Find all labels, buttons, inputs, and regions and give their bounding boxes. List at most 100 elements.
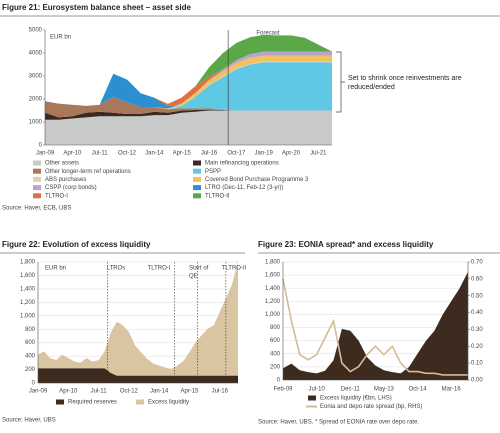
legend-label: Main refinancing operations	[205, 161, 279, 167]
x-tick-label: Jul-11	[92, 151, 109, 157]
annotation: TLTRO-I	[148, 266, 171, 272]
y-tick-label: 1,800	[265, 260, 281, 266]
y-tick-label: 600	[270, 338, 281, 344]
axis-frame	[282, 262, 469, 381]
annotation: Forecast	[256, 31, 280, 37]
x-tick-label: Mar-16	[442, 387, 462, 393]
y-tick-label: 1,200	[20, 300, 36, 306]
x-tick-label: Apr-20	[282, 151, 301, 157]
legend-label: Other longer-term ref operations	[45, 169, 131, 175]
legend-swatch	[56, 399, 64, 405]
x-tick-label: Feb-09	[273, 387, 293, 393]
annotation: EUR bn	[50, 35, 71, 41]
y2-tick-label: 0.10	[471, 361, 483, 367]
legend-swatch	[33, 193, 41, 199]
note: reduced/ended	[348, 84, 395, 91]
x-tick-label: Jan-14	[150, 389, 169, 395]
y-tick-label: 1,000	[20, 313, 36, 319]
y-tick-label: 600	[25, 340, 36, 346]
chart-title: Figure 21: Eurosystem balance sheet – as…	[2, 3, 192, 12]
y-tick-label: 1,000	[265, 312, 281, 318]
y-tick-label: 1,600	[265, 273, 281, 279]
x-tick-label: Jan-09	[36, 151, 55, 157]
x-tick-label: May-13	[374, 387, 395, 393]
y2-tick-label: 0.40	[471, 310, 483, 316]
area-series	[45, 96, 332, 118]
y-tick-label: 200	[270, 364, 281, 370]
x-tick-label: Apr-10	[59, 389, 78, 395]
y-tick-label: 0	[32, 381, 36, 387]
legend-label: Excess liquidity	[148, 400, 189, 406]
annotation: QE	[189, 274, 198, 280]
y-tick-label: 1,400	[265, 286, 281, 292]
annotation: EUR bn	[45, 266, 66, 272]
y-tick-label: 200	[25, 367, 36, 373]
legend-swatch	[33, 176, 41, 182]
legend-label: Eonia and depo rate spread (bp, RHS)	[320, 404, 422, 410]
legend-swatch	[193, 176, 201, 182]
y-tick-label: 0	[277, 378, 281, 384]
area-series	[45, 55, 332, 110]
legend-swatch	[33, 185, 41, 191]
y2-tick-label: 0.60	[471, 276, 483, 282]
y-tick-label: 2000	[29, 97, 43, 103]
y2-tick-label: 0.00	[471, 378, 483, 384]
y-tick-label: 800	[25, 327, 36, 333]
legend-swatch	[308, 395, 316, 401]
area-series	[45, 110, 332, 145]
source: Source: Haver, UBS. * Spread of EONIA ra…	[258, 420, 419, 426]
legend-label: PSPP	[205, 169, 221, 175]
x-tick-label: Oct-14	[409, 387, 428, 393]
chart-title: Figure 23: EONIA spread* and excess liqu…	[258, 240, 434, 249]
legend-label: Other assets	[45, 161, 79, 167]
y-tick-label: 1,800	[20, 260, 36, 266]
y2-tick-label: 0.50	[471, 293, 483, 299]
x-tick-label: Apr-15	[173, 151, 192, 157]
y-tick-label: 1,400	[20, 286, 36, 292]
axis-frame	[37, 262, 238, 384]
note: Set to shrink once reinvestments are	[348, 75, 462, 82]
legend-label: CSPP (corp bonds)	[45, 185, 97, 191]
y-tick-label: 1,200	[265, 299, 281, 305]
x-tick-label: Jul-16	[201, 151, 218, 157]
area-series	[45, 34, 332, 106]
legend-label: TLTRO-I	[45, 193, 68, 199]
area-series	[45, 109, 332, 120]
y-tick-label: 400	[270, 351, 281, 357]
legend-label: ABS purchases	[45, 177, 86, 183]
legend-label: LTRO (Dec-11, Feb-12 (3-yr))	[205, 185, 283, 191]
axis-frame	[44, 30, 332, 146]
area-series	[45, 62, 332, 111]
x-tick-label: Apr-10	[63, 151, 82, 157]
y-tick-label: 4000	[29, 51, 43, 57]
source: Source: Haver, ECB, UBS	[2, 206, 71, 212]
legend-swatch	[193, 168, 201, 174]
y2-tick-label: 0.30	[471, 327, 483, 333]
x-tick-label: Oct-12	[120, 389, 139, 395]
annotation: Start of	[189, 266, 209, 272]
y-tick-label: 800	[270, 325, 281, 331]
legend-label: Covered Bond Purchase Programme 3	[205, 177, 309, 183]
area-series	[45, 51, 332, 107]
area-series	[38, 261, 238, 376]
legend-swatch	[193, 185, 201, 191]
legend-swatch	[136, 399, 144, 405]
y-tick-label: 5000	[29, 28, 43, 34]
legend-label: Required reserves	[68, 400, 117, 406]
y-tick-label: 1,600	[20, 273, 36, 279]
legend-swatch	[193, 160, 201, 166]
area-series	[45, 51, 332, 109]
y-tick-label: 3000	[29, 74, 43, 80]
note-bracket	[336, 51, 345, 113]
x-tick-label: Apr-15	[181, 389, 200, 395]
annotation: TLTRO-II	[222, 266, 247, 272]
area-series	[283, 271, 468, 380]
x-tick-label: Oct-12	[118, 151, 137, 157]
y-tick-label: 0	[39, 143, 43, 149]
legend-swatch	[33, 160, 41, 166]
x-tick-label: Jul-10	[308, 387, 325, 393]
x-tick-label: Jan-09	[29, 389, 48, 395]
y-tick-label: 1000	[29, 120, 43, 126]
source: Source: Haver, UBS	[2, 418, 56, 424]
